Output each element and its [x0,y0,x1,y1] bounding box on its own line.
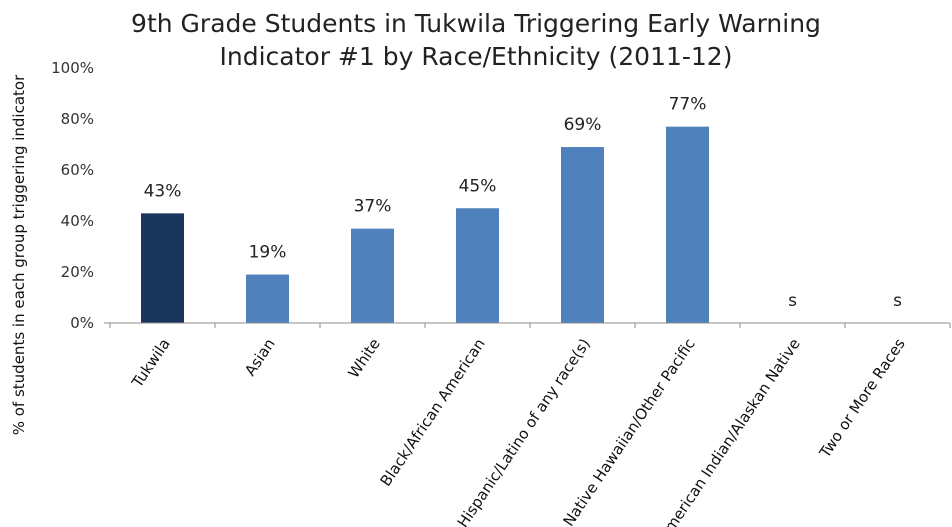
data-label: 77% [669,95,707,115]
x-tick-label: Two or More Races [815,335,909,462]
y-tick-label: 20% [61,263,94,281]
data-label: s [788,291,797,311]
chart-title-line-1: 9th Grade Students in Tukwila Triggering… [131,9,821,38]
data-labels-group: 43% 19% 37% 45% 69% 77% s s [144,95,902,311]
data-label: 45% [459,176,497,196]
data-label: 69% [564,115,602,135]
data-label: 19% [249,243,287,263]
y-tick-label: 100% [51,59,94,77]
y-axis-label: % of students in each group triggering i… [10,74,28,435]
x-tick-label: White [344,335,383,381]
bar-native-hawaiian-other-pacific [666,126,709,324]
bar-tukwila [141,213,184,323]
y-tick-label: 80% [61,110,94,128]
x-tick-label: Asian [241,335,279,379]
data-label: 43% [144,181,182,201]
data-label: s [893,291,902,311]
x-tick-label: Tukwila [128,335,174,391]
bars-group [141,126,709,324]
bar-hispanic-latino-of-any-race-s [561,147,604,323]
y-tick-label: 60% [61,161,94,179]
chart-title-line-2: Indicator #1 by Race/Ethnicity (2011-12) [220,42,733,71]
y-tick-label: 0% [70,314,94,332]
bar-black-african-american [456,208,499,323]
y-ticks: 0% 20% 40% 60% 80% 100% [51,59,110,332]
y-tick-label: 40% [61,212,94,230]
data-label: 37% [354,197,392,217]
bar-asian [246,274,289,323]
bar-white [351,228,394,323]
x-tick-label: Black/African American [377,335,489,489]
